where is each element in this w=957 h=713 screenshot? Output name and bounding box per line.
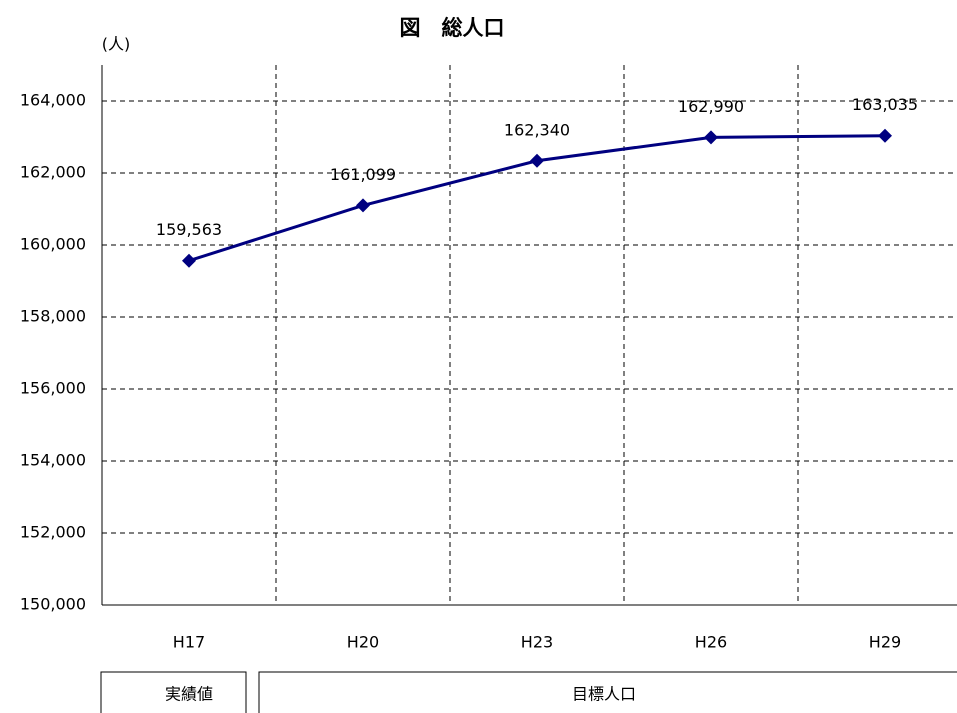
marker — [182, 253, 196, 268]
data-label: 159,563 — [156, 220, 222, 239]
data-label: 163,035 — [852, 95, 918, 114]
x-tick-label: H29 — [869, 633, 901, 652]
period-label: 実績値 — [165, 685, 213, 704]
marker — [878, 128, 892, 143]
x-tick-label: H17 — [173, 633, 205, 652]
x-tick-label: H20 — [347, 633, 379, 652]
marker — [704, 130, 718, 145]
y-tick-label: 156,000 — [20, 379, 86, 398]
x-tick-label: H23 — [521, 633, 553, 652]
data-label: 162,990 — [678, 97, 744, 116]
data-label: 162,340 — [504, 120, 570, 139]
y-axis-label: (人) — [102, 35, 131, 54]
y-tick-label: 158,000 — [20, 307, 86, 326]
y-tick-label: 164,000 — [20, 91, 86, 110]
y-tick-label: 152,000 — [20, 523, 86, 542]
marker — [530, 153, 544, 168]
y-tick-label: 162,000 — [20, 163, 86, 182]
x-tick-label: H26 — [695, 633, 727, 652]
y-tick-label: 150,000 — [20, 595, 86, 614]
y-tick-label: 154,000 — [20, 451, 86, 470]
chart-title: 図 総人口 — [400, 16, 505, 40]
data-label: 161,099 — [330, 165, 396, 184]
period-label: 目標人口 — [572, 685, 636, 704]
marker — [356, 198, 370, 213]
period-box — [100, 671, 247, 713]
y-tick-label: 160,000 — [20, 235, 86, 254]
period-box — [258, 671, 957, 713]
